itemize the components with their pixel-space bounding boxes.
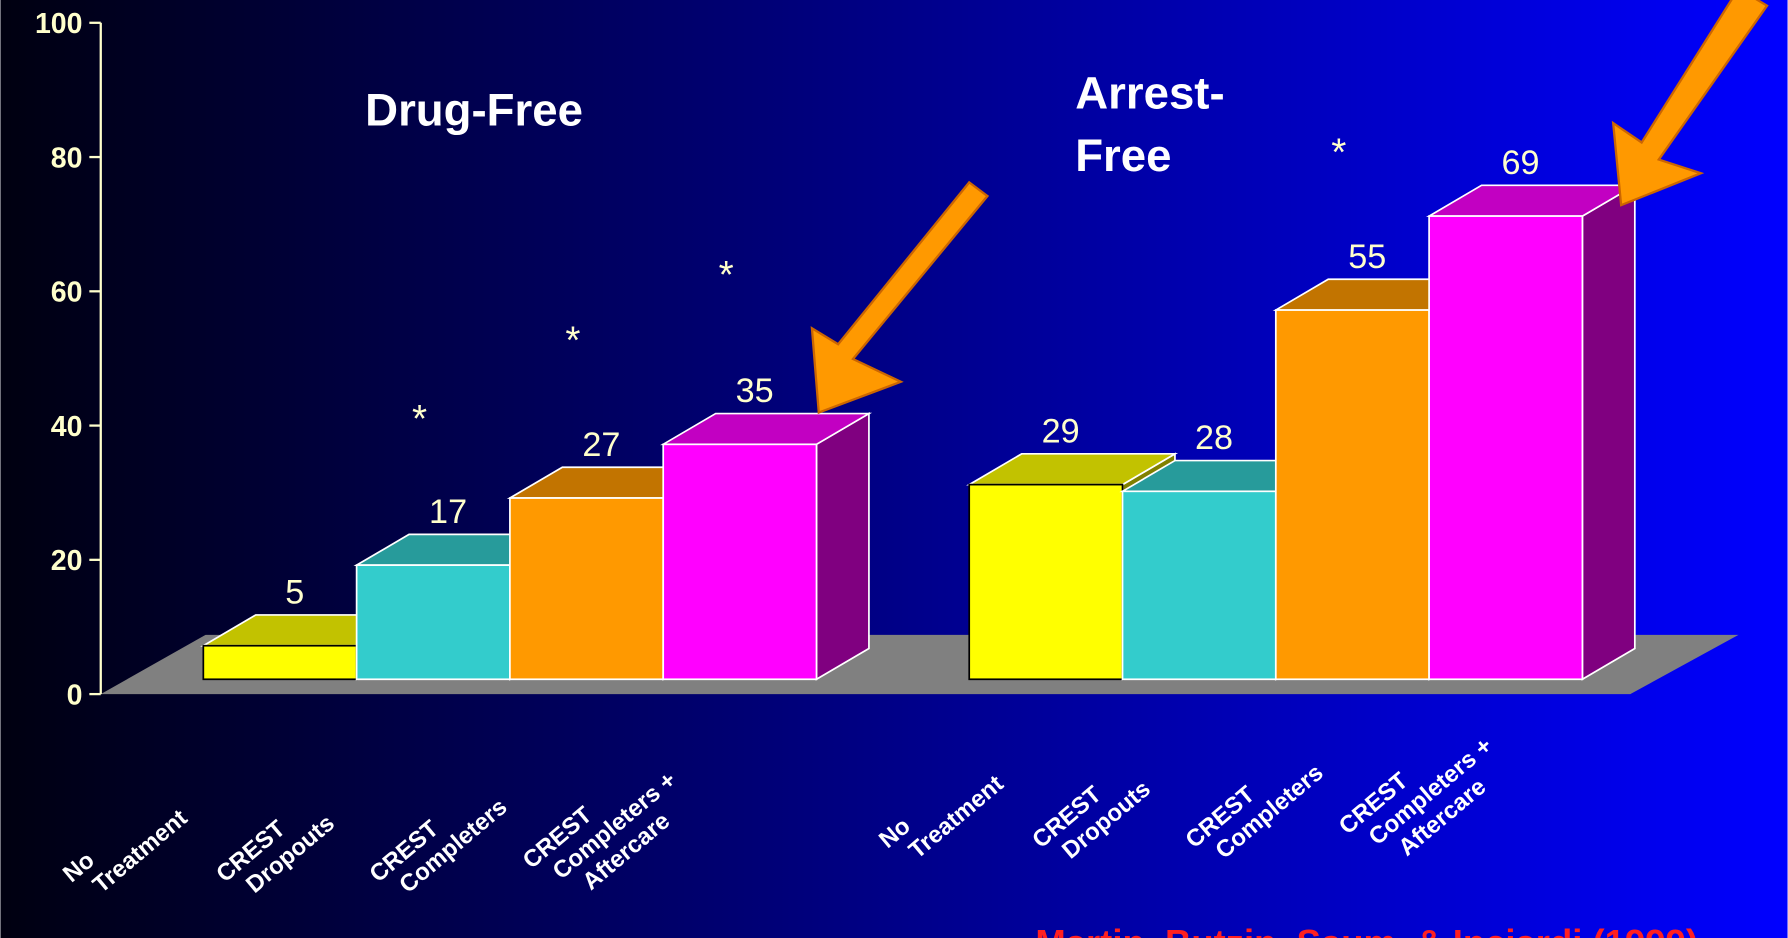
bar-front — [1274, 309, 1430, 681]
y-tick-label: 40 — [51, 411, 83, 443]
group-title: Free — [1075, 130, 1171, 181]
bar — [1425, 183, 1638, 681]
y-tick-label: 20 — [51, 545, 83, 577]
value-label: 35 — [736, 372, 774, 410]
bar-front — [355, 564, 511, 681]
bar-front — [968, 483, 1124, 681]
annotation: * — [1331, 131, 1346, 174]
value-label: 69 — [1502, 144, 1540, 182]
bar-front — [662, 443, 818, 681]
value-label: 28 — [1195, 419, 1233, 457]
bar — [660, 412, 873, 681]
bar-side — [815, 412, 870, 681]
y-tick-label: 60 — [51, 277, 83, 309]
arrow — [810, 180, 990, 415]
source: Martin, Butzin, Saum, & Inciardi (1999) — [1035, 922, 1698, 938]
bar-front — [1121, 490, 1277, 681]
y-tick-label: 80 — [51, 142, 83, 174]
annotation: * — [565, 319, 580, 362]
value-label: 29 — [1042, 412, 1080, 450]
bar-front — [509, 497, 665, 681]
value-label: 55 — [1348, 238, 1386, 276]
y-tick-label: 100 — [35, 8, 83, 40]
value-label: 27 — [582, 426, 620, 464]
bar-side — [1581, 183, 1636, 681]
group-title: Drug-Free — [365, 84, 583, 135]
bars — [200, 183, 1638, 681]
arrow — [1611, 0, 1769, 207]
value-label: 17 — [429, 493, 467, 531]
value-label: 5 — [285, 574, 304, 612]
annotation: * — [719, 254, 734, 297]
group-title: Arrest- — [1075, 67, 1224, 118]
bar-front — [1428, 215, 1584, 681]
y-tick-label: 0 — [67, 679, 83, 711]
bar-front — [202, 644, 358, 681]
annotation: * — [412, 398, 427, 441]
